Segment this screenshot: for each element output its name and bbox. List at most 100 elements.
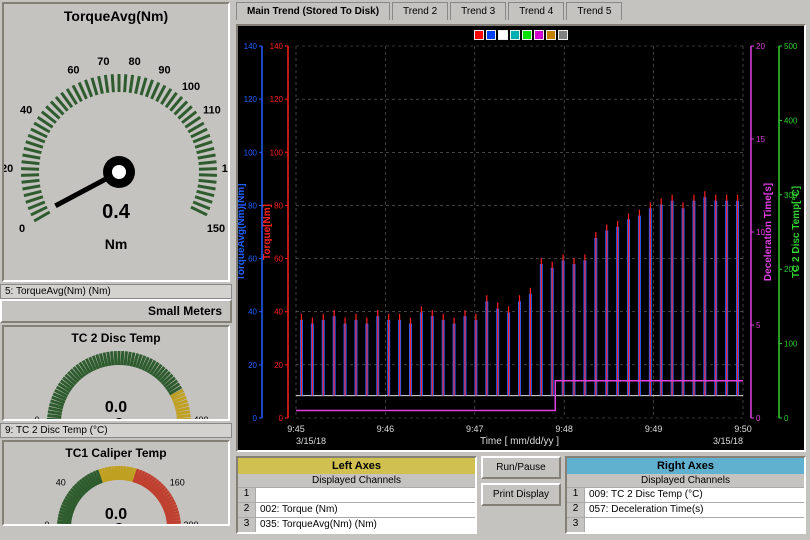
series-toggle-icon[interactable] <box>486 30 496 40</box>
left-channels: 12002: Torque (Nm)3035: TorqueAvg(Nm) (N… <box>238 487 475 532</box>
svg-text:9:45: 9:45 <box>287 424 305 434</box>
channel-row[interactable]: 3035: TorqueAvg(Nm) (Nm) <box>238 517 475 532</box>
bottom-controls: Left Axes Displayed Channels 12002: Torq… <box>232 454 810 536</box>
tab-trend-3[interactable]: Trend 4 <box>508 2 564 20</box>
svg-text:40: 40 <box>56 478 66 488</box>
svg-text:100: 100 <box>182 81 200 93</box>
series-toggle-icon[interactable] <box>534 30 544 40</box>
channel-index: 1 <box>238 488 256 502</box>
series-toggle-icon[interactable] <box>510 30 520 40</box>
left-panel: TorqueAvg(Nm) 0204060708090100110130150 … <box>0 0 232 540</box>
disc-gauge-title: TC 2 Disc Temp <box>4 327 228 345</box>
channel-row[interactable]: 1009: TC 2 Disc Temp (°C) <box>567 487 804 502</box>
channel-label: 035: TorqueAvg(Nm) (Nm) <box>256 518 475 532</box>
channel-row[interactable]: 1 <box>238 487 475 502</box>
tab-trend-4[interactable]: Trend 5 <box>566 2 622 20</box>
svg-text:80: 80 <box>274 201 283 210</box>
run-pause-button[interactable]: Run/Pause <box>481 456 561 479</box>
tabs: Main Trend (Stored To Disk)Trend 2Trend … <box>232 0 810 22</box>
svg-text:Deceleration Time[s]: Deceleration Time[s] <box>763 183 774 281</box>
svg-text:100: 100 <box>270 148 284 157</box>
trend-chart[interactable]: 9:459:469:479:489:499:503/15/183/15/18Ti… <box>236 24 806 452</box>
disc-value: 0.0 <box>4 399 228 417</box>
channel-row[interactable]: 2002: Torque (Nm) <box>238 502 475 517</box>
left-axes-title: Left Axes <box>238 458 475 474</box>
svg-text:40: 40 <box>274 308 283 317</box>
channel-index: 2 <box>567 503 585 517</box>
svg-text:3/15/18: 3/15/18 <box>296 436 326 446</box>
svg-text:80: 80 <box>128 56 140 68</box>
svg-text:0: 0 <box>19 223 25 235</box>
caliper-gauge-box: TC1 Caliper Temp 04080120160200 0.0 <box>2 440 230 526</box>
svg-text:400: 400 <box>784 116 798 125</box>
disc-unit: °C <box>4 420 228 421</box>
svg-text:9:48: 9:48 <box>555 424 573 434</box>
svg-text:140: 140 <box>244 42 258 51</box>
svg-text:90: 90 <box>158 65 170 77</box>
series-toggle-icon[interactable] <box>522 30 532 40</box>
svg-text:130: 130 <box>222 163 230 175</box>
svg-text:80: 80 <box>248 201 257 210</box>
svg-text:0: 0 <box>279 414 284 423</box>
svg-text:120: 120 <box>134 460 149 462</box>
tab-trend-1[interactable]: Trend 2 <box>392 2 448 20</box>
torque-value: 0.4 <box>4 201 228 224</box>
torque-status: 5: TorqueAvg(Nm) (Nm) <box>0 284 232 299</box>
channel-row[interactable]: 2057: Deceleration Time(s) <box>567 502 804 517</box>
series-toggle-icon[interactable] <box>546 30 556 40</box>
svg-text:9:46: 9:46 <box>377 424 395 434</box>
channel-index: 2 <box>238 503 256 517</box>
svg-text:Torque[Nm]: Torque[Nm] <box>262 204 273 260</box>
torque-gauge-box: TorqueAvg(Nm) 0204060708090100110130150 … <box>2 2 230 282</box>
svg-text:20: 20 <box>4 163 13 175</box>
svg-text:60: 60 <box>248 255 257 264</box>
caliper-value: 0.0 <box>4 506 228 524</box>
svg-text:100: 100 <box>244 148 258 157</box>
channel-label: 002: Torque (Nm) <box>256 503 475 517</box>
channel-label: 009: TC 2 Disc Temp (°C) <box>585 488 804 502</box>
left-dc-label: Displayed Channels <box>238 474 475 487</box>
channel-index: 1 <box>567 488 585 502</box>
svg-text:40: 40 <box>248 308 257 317</box>
channel-label: 057: Deceleration Time(s) <box>585 503 804 517</box>
svg-text:9:50: 9:50 <box>734 424 752 434</box>
left-axes-box: Left Axes Displayed Channels 12002: Torq… <box>236 456 477 534</box>
svg-text:500: 500 <box>784 42 798 51</box>
series-toggle-icon[interactable] <box>498 30 508 40</box>
svg-text:100: 100 <box>784 340 798 349</box>
tab-trend-2[interactable]: Trend 3 <box>450 2 506 20</box>
channel-label <box>585 518 804 532</box>
print-display-button[interactable]: Print Display <box>481 483 561 506</box>
right-axes-title: Right Axes <box>567 458 804 474</box>
svg-text:150: 150 <box>207 223 225 235</box>
svg-text:0: 0 <box>253 414 258 423</box>
svg-text:120: 120 <box>270 95 284 104</box>
torque-gauge-title: TorqueAvg(Nm) <box>4 4 228 24</box>
svg-text:110: 110 <box>203 104 221 116</box>
svg-text:15: 15 <box>756 135 765 144</box>
channel-row[interactable]: 3 <box>567 517 804 532</box>
series-toggle-icon[interactable] <box>474 30 484 40</box>
svg-text:20: 20 <box>248 361 257 370</box>
tab-trend-0[interactable]: Main Trend (Stored To Disk) <box>236 2 390 20</box>
right-axes-box: Right Axes Displayed Channels 1009: TC 2… <box>565 456 806 534</box>
channel-index: 3 <box>238 518 256 532</box>
right-panel: Main Trend (Stored To Disk)Trend 2Trend … <box>232 0 810 540</box>
chart-toolbar[interactable] <box>474 30 568 40</box>
svg-text:80: 80 <box>92 460 102 462</box>
torque-unit: Nm <box>4 236 228 252</box>
series-toggle-icon[interactable] <box>558 30 568 40</box>
chart-svg: 9:459:469:479:489:499:503/15/183/15/18Ti… <box>238 26 804 450</box>
svg-text:70: 70 <box>97 56 109 68</box>
right-channels: 1009: TC 2 Disc Temp (°C)2057: Decelerat… <box>567 487 804 532</box>
svg-text:40: 40 <box>20 104 32 116</box>
right-dc-label: Displayed Channels <box>567 474 804 487</box>
small-meters-tab[interactable]: Small Meters <box>0 299 232 323</box>
svg-text:TorqueAvg(Nm)[Nm]: TorqueAvg(Nm)[Nm] <box>238 183 247 280</box>
svg-text:20: 20 <box>274 361 283 370</box>
svg-text:3/15/18: 3/15/18 <box>713 436 743 446</box>
svg-text:60: 60 <box>274 255 283 264</box>
svg-text:0: 0 <box>784 414 789 423</box>
svg-text:5: 5 <box>756 321 761 330</box>
chart-buttons: Run/Pause Print Display <box>481 456 561 534</box>
